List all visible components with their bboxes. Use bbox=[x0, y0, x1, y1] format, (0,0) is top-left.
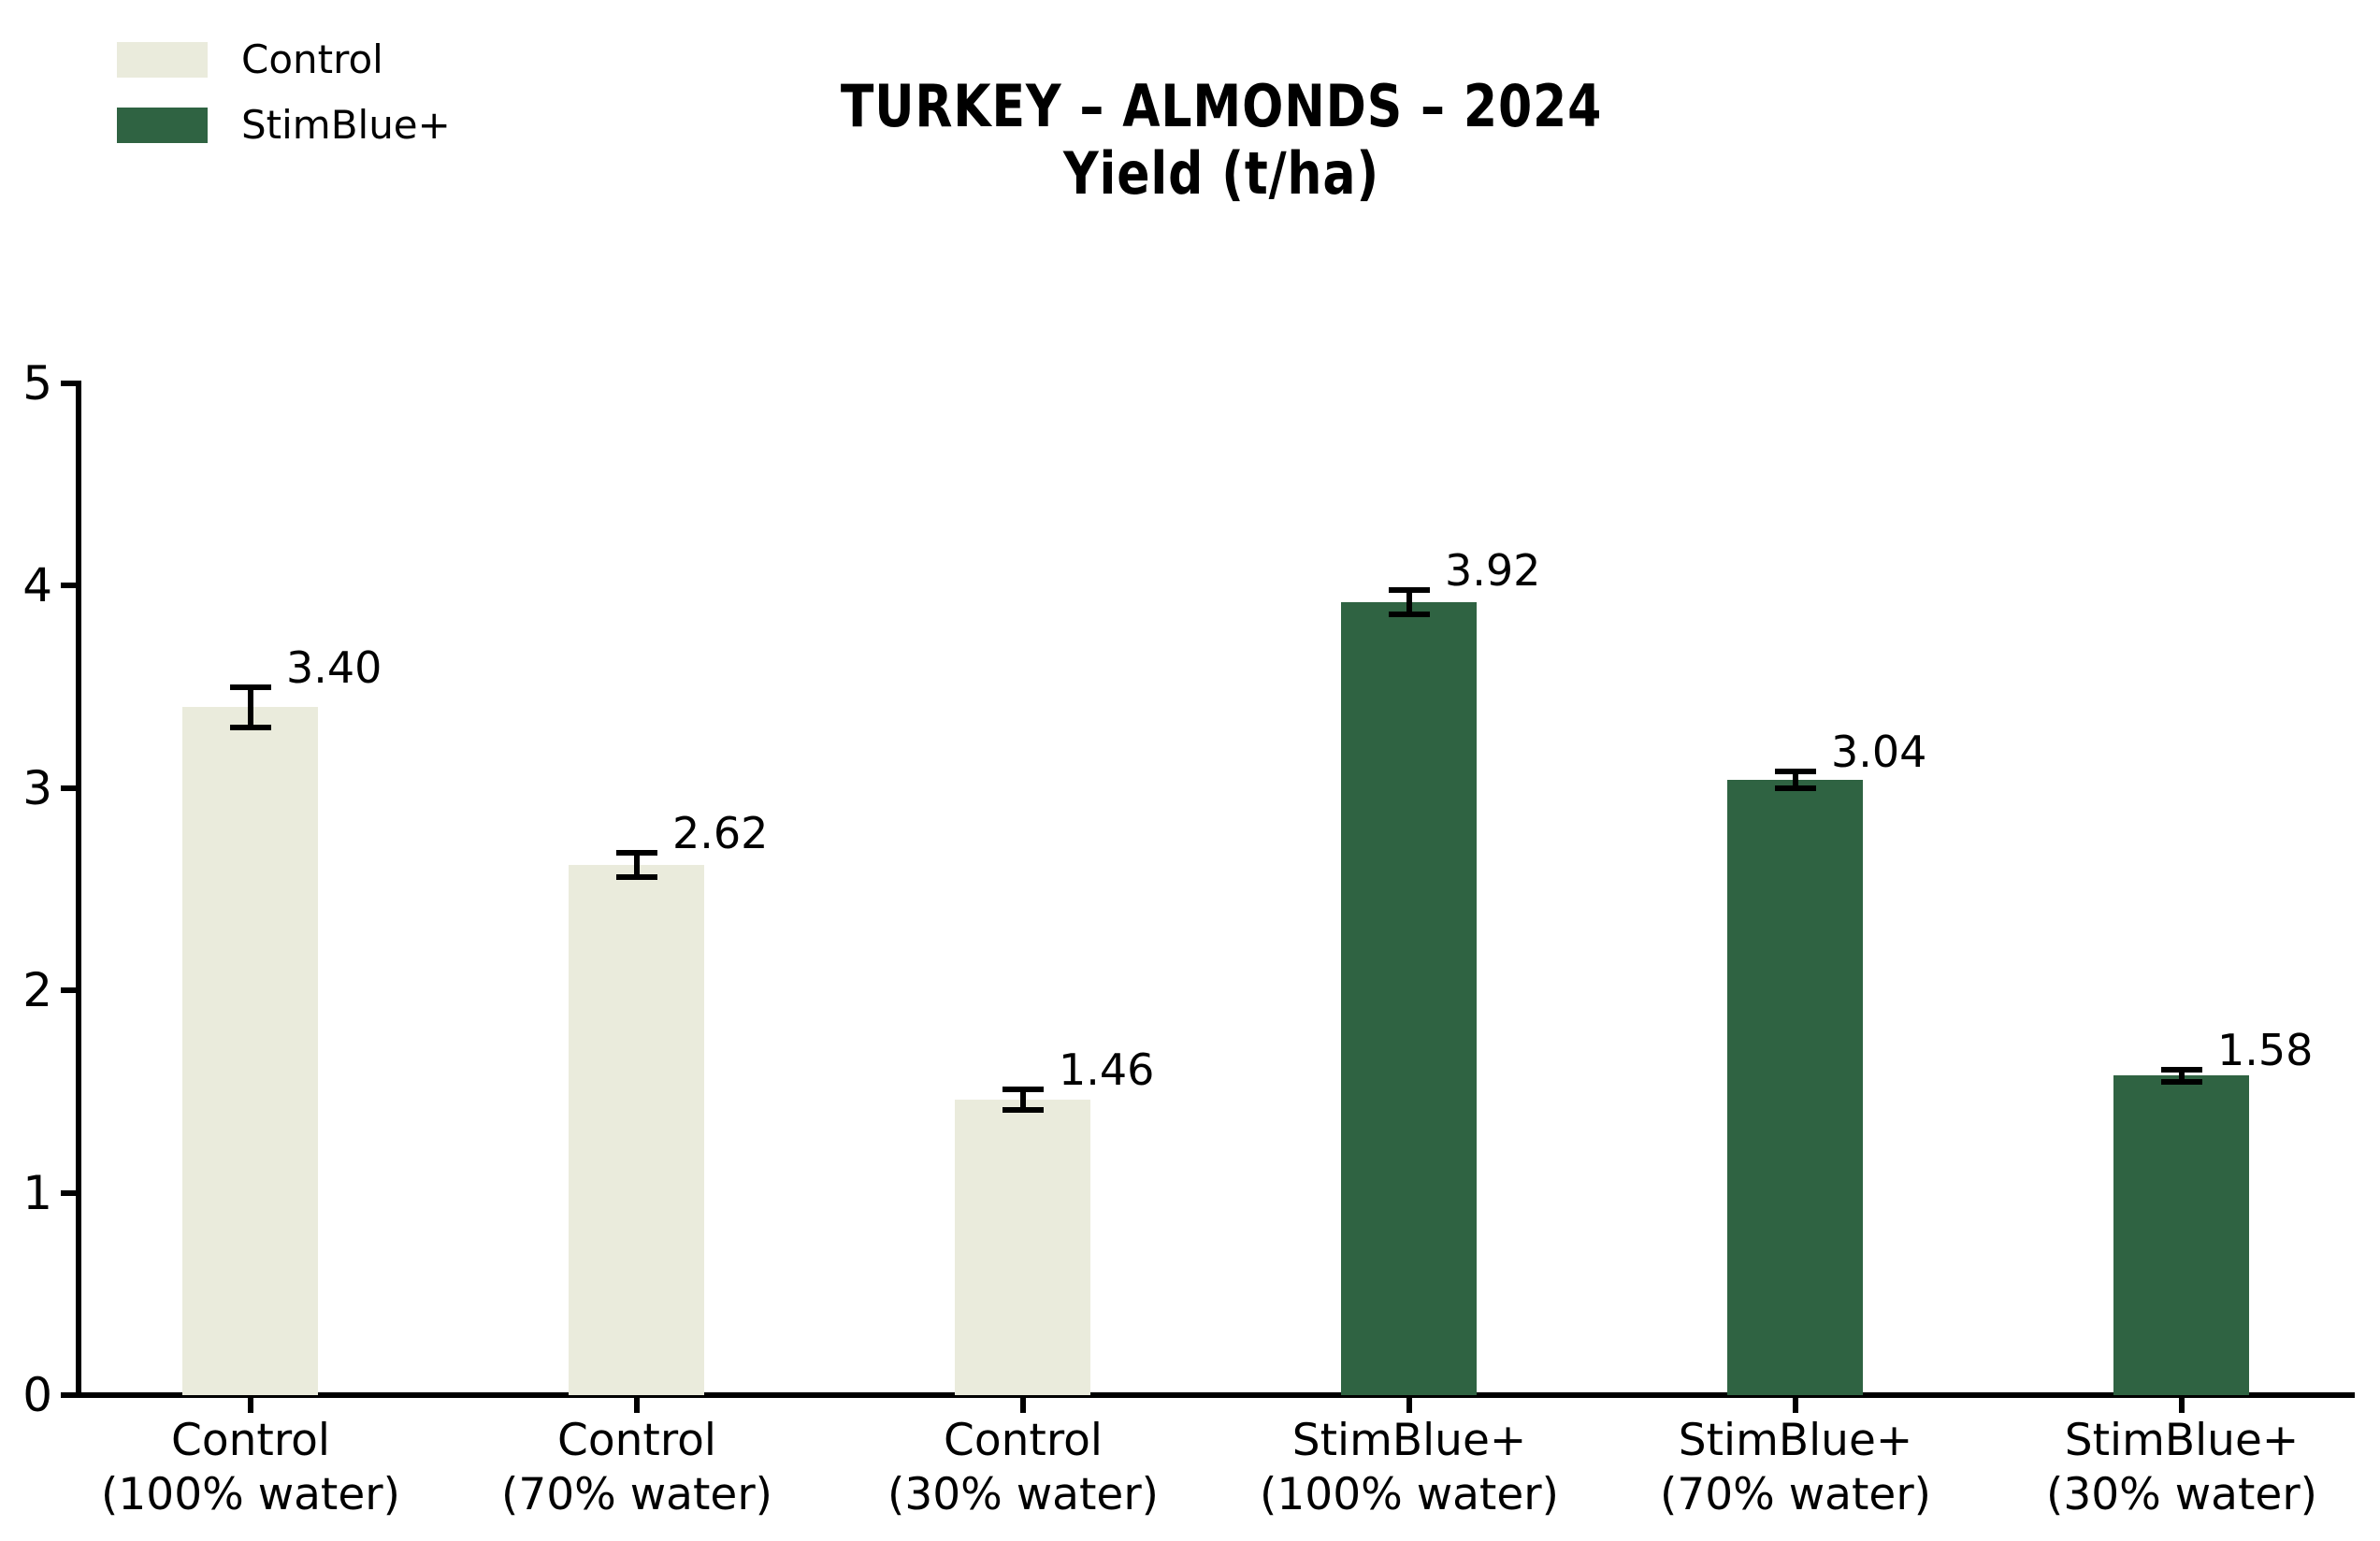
error-bar-cap-top bbox=[1775, 769, 1816, 775]
y-tick-label: 4 bbox=[22, 558, 52, 613]
error-bar-cap-bottom bbox=[616, 874, 657, 881]
error-bar-cap-bottom bbox=[1002, 1106, 1044, 1113]
x-category-label: Control (100% water) bbox=[101, 1415, 400, 1520]
error-bar-cap-top bbox=[616, 850, 657, 857]
bar-value-label: 3.04 bbox=[1831, 727, 1927, 778]
x-category-label: StimBlue+ (100% water) bbox=[1260, 1415, 1559, 1520]
x-tick-mark bbox=[2179, 1398, 2185, 1413]
bar-6 bbox=[2113, 1075, 2249, 1395]
bar-value-label: 3.40 bbox=[286, 641, 382, 693]
legend-label-stimblue: StimBlue+ bbox=[241, 102, 451, 148]
legend-label-control: Control bbox=[241, 36, 383, 82]
bar-value-label: 3.92 bbox=[1445, 544, 1541, 596]
y-tick-label: 3 bbox=[22, 760, 52, 815]
x-tick-mark bbox=[248, 1398, 253, 1413]
legend-swatch-control bbox=[117, 42, 208, 78]
y-tick-mark bbox=[61, 381, 76, 386]
x-axis-spine bbox=[76, 1392, 2355, 1398]
bar-5 bbox=[1727, 780, 1863, 1395]
x-category-label: Control (70% water) bbox=[501, 1415, 772, 1520]
error-bar-cap-bottom bbox=[1775, 785, 1816, 791]
bar-2 bbox=[569, 865, 704, 1395]
bar-3 bbox=[955, 1100, 1090, 1395]
error-bar-cap-top bbox=[1389, 586, 1430, 593]
x-category-label: Control (30% water) bbox=[887, 1415, 1159, 1520]
bar-4 bbox=[1341, 601, 1477, 1395]
legend-item-stimblue: StimBlue+ bbox=[117, 105, 451, 146]
x-tick-mark bbox=[1406, 1398, 1412, 1413]
error-bar-cap-top bbox=[1002, 1087, 1044, 1093]
error-bar-cap-bottom bbox=[2161, 1078, 2202, 1085]
bar-value-label: 1.46 bbox=[1059, 1044, 1155, 1096]
bar-value-label: 2.62 bbox=[672, 808, 769, 859]
chart-title: TURKEY – ALMONDS – 2024 bbox=[840, 72, 1603, 140]
error-bar-stem bbox=[1406, 589, 1412, 614]
bar-value-label: 1.58 bbox=[2217, 1024, 2314, 1075]
x-category-label: StimBlue+ (30% water) bbox=[2046, 1415, 2317, 1520]
legend: Control StimBlue+ bbox=[117, 39, 451, 170]
legend-item-control: Control bbox=[117, 39, 451, 80]
y-tick-mark bbox=[61, 785, 76, 791]
y-tick-mark bbox=[61, 1392, 76, 1398]
y-tick-mark bbox=[61, 987, 76, 994]
error-bar-stem bbox=[1020, 1089, 1026, 1110]
y-tick-mark bbox=[61, 1189, 76, 1196]
y-tick-label: 0 bbox=[22, 1368, 52, 1422]
y-tick-mark bbox=[61, 583, 76, 589]
error-bar-stem bbox=[2179, 1069, 2185, 1082]
y-axis-spine bbox=[76, 381, 81, 1398]
error-bar-stem bbox=[1793, 771, 1798, 788]
chart-subtitle: Yield (t/ha) bbox=[1063, 139, 1379, 208]
x-category-label: StimBlue+ (70% water) bbox=[1660, 1415, 1931, 1520]
error-bar-stem bbox=[248, 686, 253, 727]
legend-swatch-stimblue bbox=[117, 108, 208, 143]
chart-title-block: TURKEY – ALMONDS – 2024 Yield (t/ha) bbox=[263, 73, 2180, 208]
error-bar-cap-bottom bbox=[1389, 611, 1430, 617]
x-tick-mark bbox=[1793, 1398, 1798, 1413]
x-tick-mark bbox=[634, 1398, 640, 1413]
error-bar-stem bbox=[634, 853, 640, 877]
error-bar-cap-top bbox=[230, 684, 271, 690]
x-tick-mark bbox=[1020, 1398, 1026, 1413]
error-bar-cap-top bbox=[2161, 1066, 2202, 1073]
y-tick-label: 2 bbox=[22, 963, 52, 1018]
y-tick-label: 5 bbox=[22, 356, 52, 410]
bar-1 bbox=[182, 707, 318, 1395]
error-bar-cap-bottom bbox=[230, 724, 271, 730]
y-tick-label: 1 bbox=[22, 1165, 52, 1220]
